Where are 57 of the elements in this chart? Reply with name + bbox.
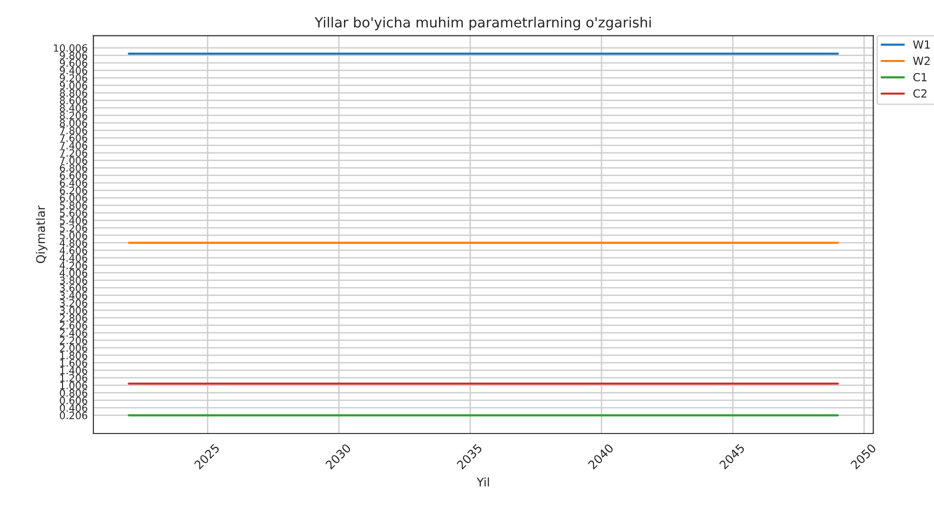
y-tick-label: 8.206 <box>60 112 88 120</box>
y-tick-label: 2.206 <box>60 336 88 344</box>
x-axis-title: Yil <box>476 477 489 486</box>
y-tick-label: 3.806 <box>60 276 88 284</box>
y-tick-label: 10.006 <box>54 44 88 52</box>
y-tick-label: 2.606 <box>60 322 88 330</box>
y-tick-label: 3.006 <box>60 306 88 314</box>
y-tick-label: 0.806 <box>60 389 88 397</box>
y-tick-label: 5.006 <box>60 232 88 240</box>
y-tick-label: 0.206 <box>60 412 88 420</box>
y-tick-label: 0.406 <box>60 404 88 412</box>
y-tick-label: 5.406 <box>60 216 88 224</box>
y-tick-label: 8.406 <box>60 104 88 112</box>
y-tick-label: 9.406 <box>60 66 88 74</box>
y-tick-label: 7.206 <box>60 149 88 157</box>
y-tick-label: 9.806 <box>60 52 88 60</box>
y-tick-label: 7.406 <box>60 142 88 150</box>
legend-label: C1 <box>913 72 927 82</box>
y-tick-label: 6.006 <box>60 194 88 202</box>
y-tick-label: 8.006 <box>60 119 88 127</box>
y-tick-label: 0.606 <box>60 396 88 404</box>
legend-label: W1 <box>913 40 930 49</box>
y-tick-label: 3.606 <box>60 284 88 292</box>
y-tick-label: 5.206 <box>60 224 88 232</box>
legend-label: C2 <box>913 89 926 98</box>
y-tick-label: 1.206 <box>60 374 88 382</box>
y-tick-label: 7.606 <box>60 134 88 142</box>
y-tick-label: 8.806 <box>60 89 88 97</box>
y-tick-label: 2.406 <box>60 329 88 337</box>
y-tick-label: 4.406 <box>60 254 88 262</box>
y-tick-label: 4.006 <box>60 269 88 277</box>
y-tick-label: 2.806 <box>60 314 88 322</box>
y-tick-label: 9.006 <box>60 82 88 90</box>
y-tick-label: 9.606 <box>60 59 88 67</box>
legend-label: W2 <box>913 56 930 65</box>
y-tick-label: 1.406 <box>60 366 88 374</box>
y-tick-label: 6.606 <box>60 172 88 180</box>
chart-title: Yillar bo'yicha muhim parametrlarning o'zgarishi <box>314 16 651 30</box>
y-tick-label: 2.006 <box>60 344 88 352</box>
y-tick-label: 6.806 <box>60 164 88 172</box>
y-tick-label: 8.606 <box>60 96 88 104</box>
y-tick-label: 1.606 <box>60 359 88 367</box>
y-tick-label: 4.606 <box>60 246 88 254</box>
y-tick-label: 3.406 <box>60 292 88 300</box>
y-axis-title: Qiymatlar <box>36 205 48 264</box>
y-tick-label: 1.006 <box>60 382 88 390</box>
y-tick-label: 3.206 <box>60 299 88 307</box>
y-tick-label: 9.206 <box>60 74 88 82</box>
y-tick-label: 5.806 <box>60 202 88 210</box>
y-tick-label: 5.606 <box>60 209 88 217</box>
y-tick-label: 6.406 <box>60 179 88 187</box>
y-tick-label: 7.806 <box>60 126 88 134</box>
y-tick-label: 1.806 <box>60 352 88 360</box>
y-tick-label: 7.006 <box>60 156 88 164</box>
y-tick-label: 4.806 <box>60 239 88 247</box>
y-tick-label: 4.206 <box>60 262 88 270</box>
y-tick-label: 6.206 <box>60 186 88 194</box>
